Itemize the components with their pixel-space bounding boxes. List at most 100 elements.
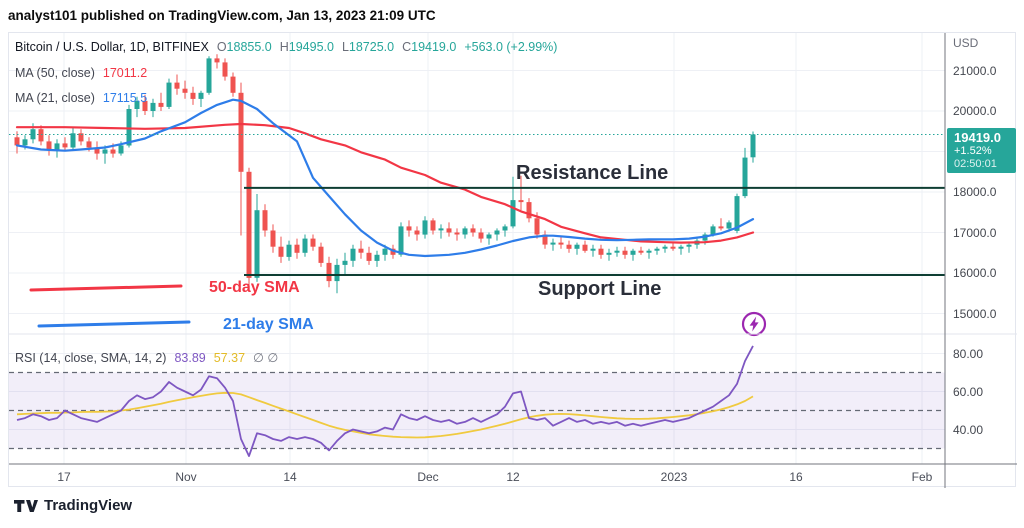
resistance-label[interactable]: Resistance Line — [516, 162, 669, 184]
candle-body — [198, 92, 204, 99]
candle-body — [670, 246, 676, 249]
candle-body — [734, 196, 740, 231]
candle-body — [518, 200, 524, 203]
candle-body — [382, 248, 388, 255]
candle-body — [166, 82, 172, 107]
candle-body — [38, 129, 44, 142]
candle-body — [214, 58, 220, 63]
rsi-axis-label: 60.00 — [953, 384, 984, 399]
candle-body — [398, 226, 404, 255]
symbol-legend[interactable]: Bitcoin / U.S. Dollar, 1D, BITFINEX O188… — [15, 40, 557, 54]
candle-body — [342, 260, 348, 265]
sma21-annotation-label[interactable]: 21-day SMA — [223, 316, 314, 333]
rsi-axis-label: 80.00 — [953, 346, 984, 361]
candle-body — [326, 262, 332, 282]
candle-body — [286, 244, 292, 257]
candle-body — [318, 246, 324, 263]
candle-body — [422, 220, 428, 235]
candle-body — [542, 234, 548, 245]
candle-body — [582, 244, 588, 251]
chart-plot-area[interactable] — [9, 33, 1017, 488]
rsi-sma-line — [16, 391, 754, 439]
chart-widget: Bitcoin / U.S. Dollar, 1D, BITFINEX O188… — [8, 32, 1017, 488]
candle-body — [102, 149, 108, 154]
currency-label: USD — [953, 36, 979, 50]
rsi-line — [16, 345, 754, 458]
sma50-annotation-label[interactable]: 50-day SMA — [209, 279, 300, 296]
candle-body — [350, 248, 356, 261]
candle-body — [230, 76, 236, 93]
ma21-line — [15, 98, 755, 258]
ma50-label: MA (50, close) — [15, 66, 95, 80]
candle-body — [606, 252, 612, 255]
candle-body — [566, 244, 572, 249]
ohlc-low: L18725.0 — [341, 40, 395, 54]
ma21-label: MA (21, close) — [15, 91, 95, 105]
candle-body — [558, 242, 564, 245]
candle-body — [310, 238, 316, 247]
candle-body — [54, 143, 60, 150]
candle-body — [598, 248, 604, 255]
candle-body — [110, 149, 116, 154]
candle-body — [134, 100, 140, 109]
candle-body — [150, 102, 156, 111]
candle-body — [710, 226, 716, 235]
candle-body — [726, 222, 732, 229]
ma21-value: 17115.5 — [102, 91, 148, 105]
ma50-annotation-line — [29, 284, 183, 292]
ma50-line — [15, 122, 755, 244]
candle-body — [222, 62, 228, 77]
candle-body — [190, 92, 196, 99]
time-axis-label: 17 — [57, 470, 71, 484]
candle-body — [246, 171, 252, 278]
candle-body — [510, 200, 516, 227]
time-axis-label: 16 — [789, 470, 803, 484]
candle-body — [750, 134, 756, 158]
tradingview-mark-icon — [14, 499, 38, 512]
candle-body — [358, 248, 364, 253]
flash-bolt-icon — [749, 316, 759, 332]
time-axis-label: 2023 — [660, 470, 688, 484]
rsi-axis-label: 40.00 — [953, 422, 984, 437]
candle-body — [118, 145, 124, 154]
candle-body — [158, 102, 164, 107]
badge-countdown: 02:50:01 — [954, 158, 997, 170]
candle-body — [454, 232, 460, 235]
tradingview-logo[interactable]: TradingView — [14, 497, 132, 514]
candle-body — [334, 264, 340, 282]
price-axis-label: 15000.0 — [953, 306, 997, 321]
candle-body — [366, 252, 372, 261]
time-axis-label: Dec — [417, 470, 439, 484]
candle-body — [550, 242, 556, 245]
time-axis-label: 14 — [283, 470, 297, 484]
last-price-badge[interactable]: 19419.0 +1.52% 02:50:01 — [947, 128, 1016, 173]
logo-text: TradingView — [44, 497, 133, 514]
ma21-legend[interactable]: MA (21, close) 17115.5 — [15, 91, 147, 105]
badge-change-percent: +1.52% — [954, 145, 992, 157]
support-label[interactable]: Support Line — [538, 278, 662, 300]
candle-body — [254, 210, 260, 278]
candle-body — [62, 143, 68, 148]
candle-body — [686, 244, 692, 247]
candle-body — [278, 246, 284, 257]
rsi-value: 83.89 — [174, 351, 206, 365]
candle-body — [574, 244, 580, 249]
candle-body — [478, 232, 484, 239]
candle-body — [662, 246, 668, 249]
ma50-legend[interactable]: MA (50, close) 17011.2 — [15, 66, 147, 80]
time-axis-label: Nov — [175, 470, 197, 484]
candle-body — [294, 244, 300, 253]
candle-body — [678, 246, 684, 249]
candle-body — [462, 228, 468, 235]
price-axis-label: 20000.0 — [953, 104, 997, 118]
rsi-legend[interactable]: RSI (14, close, SMA, 14, 2) 83.89 57.37 … — [15, 350, 278, 365]
price-axis-label: 17000.0 — [953, 225, 997, 240]
candle-body — [126, 109, 132, 146]
candle-body — [22, 139, 28, 146]
candle-body — [374, 254, 380, 261]
ohlc-high: H19495.0 — [279, 40, 334, 54]
candle-body — [430, 220, 436, 231]
candle-body — [182, 88, 188, 93]
badge-price: 19419.0 — [954, 130, 1001, 145]
